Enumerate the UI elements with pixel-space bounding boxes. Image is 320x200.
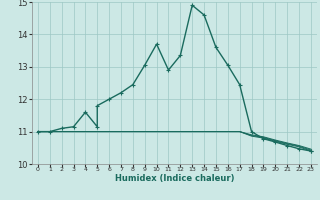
X-axis label: Humidex (Indice chaleur): Humidex (Indice chaleur) bbox=[115, 174, 234, 183]
